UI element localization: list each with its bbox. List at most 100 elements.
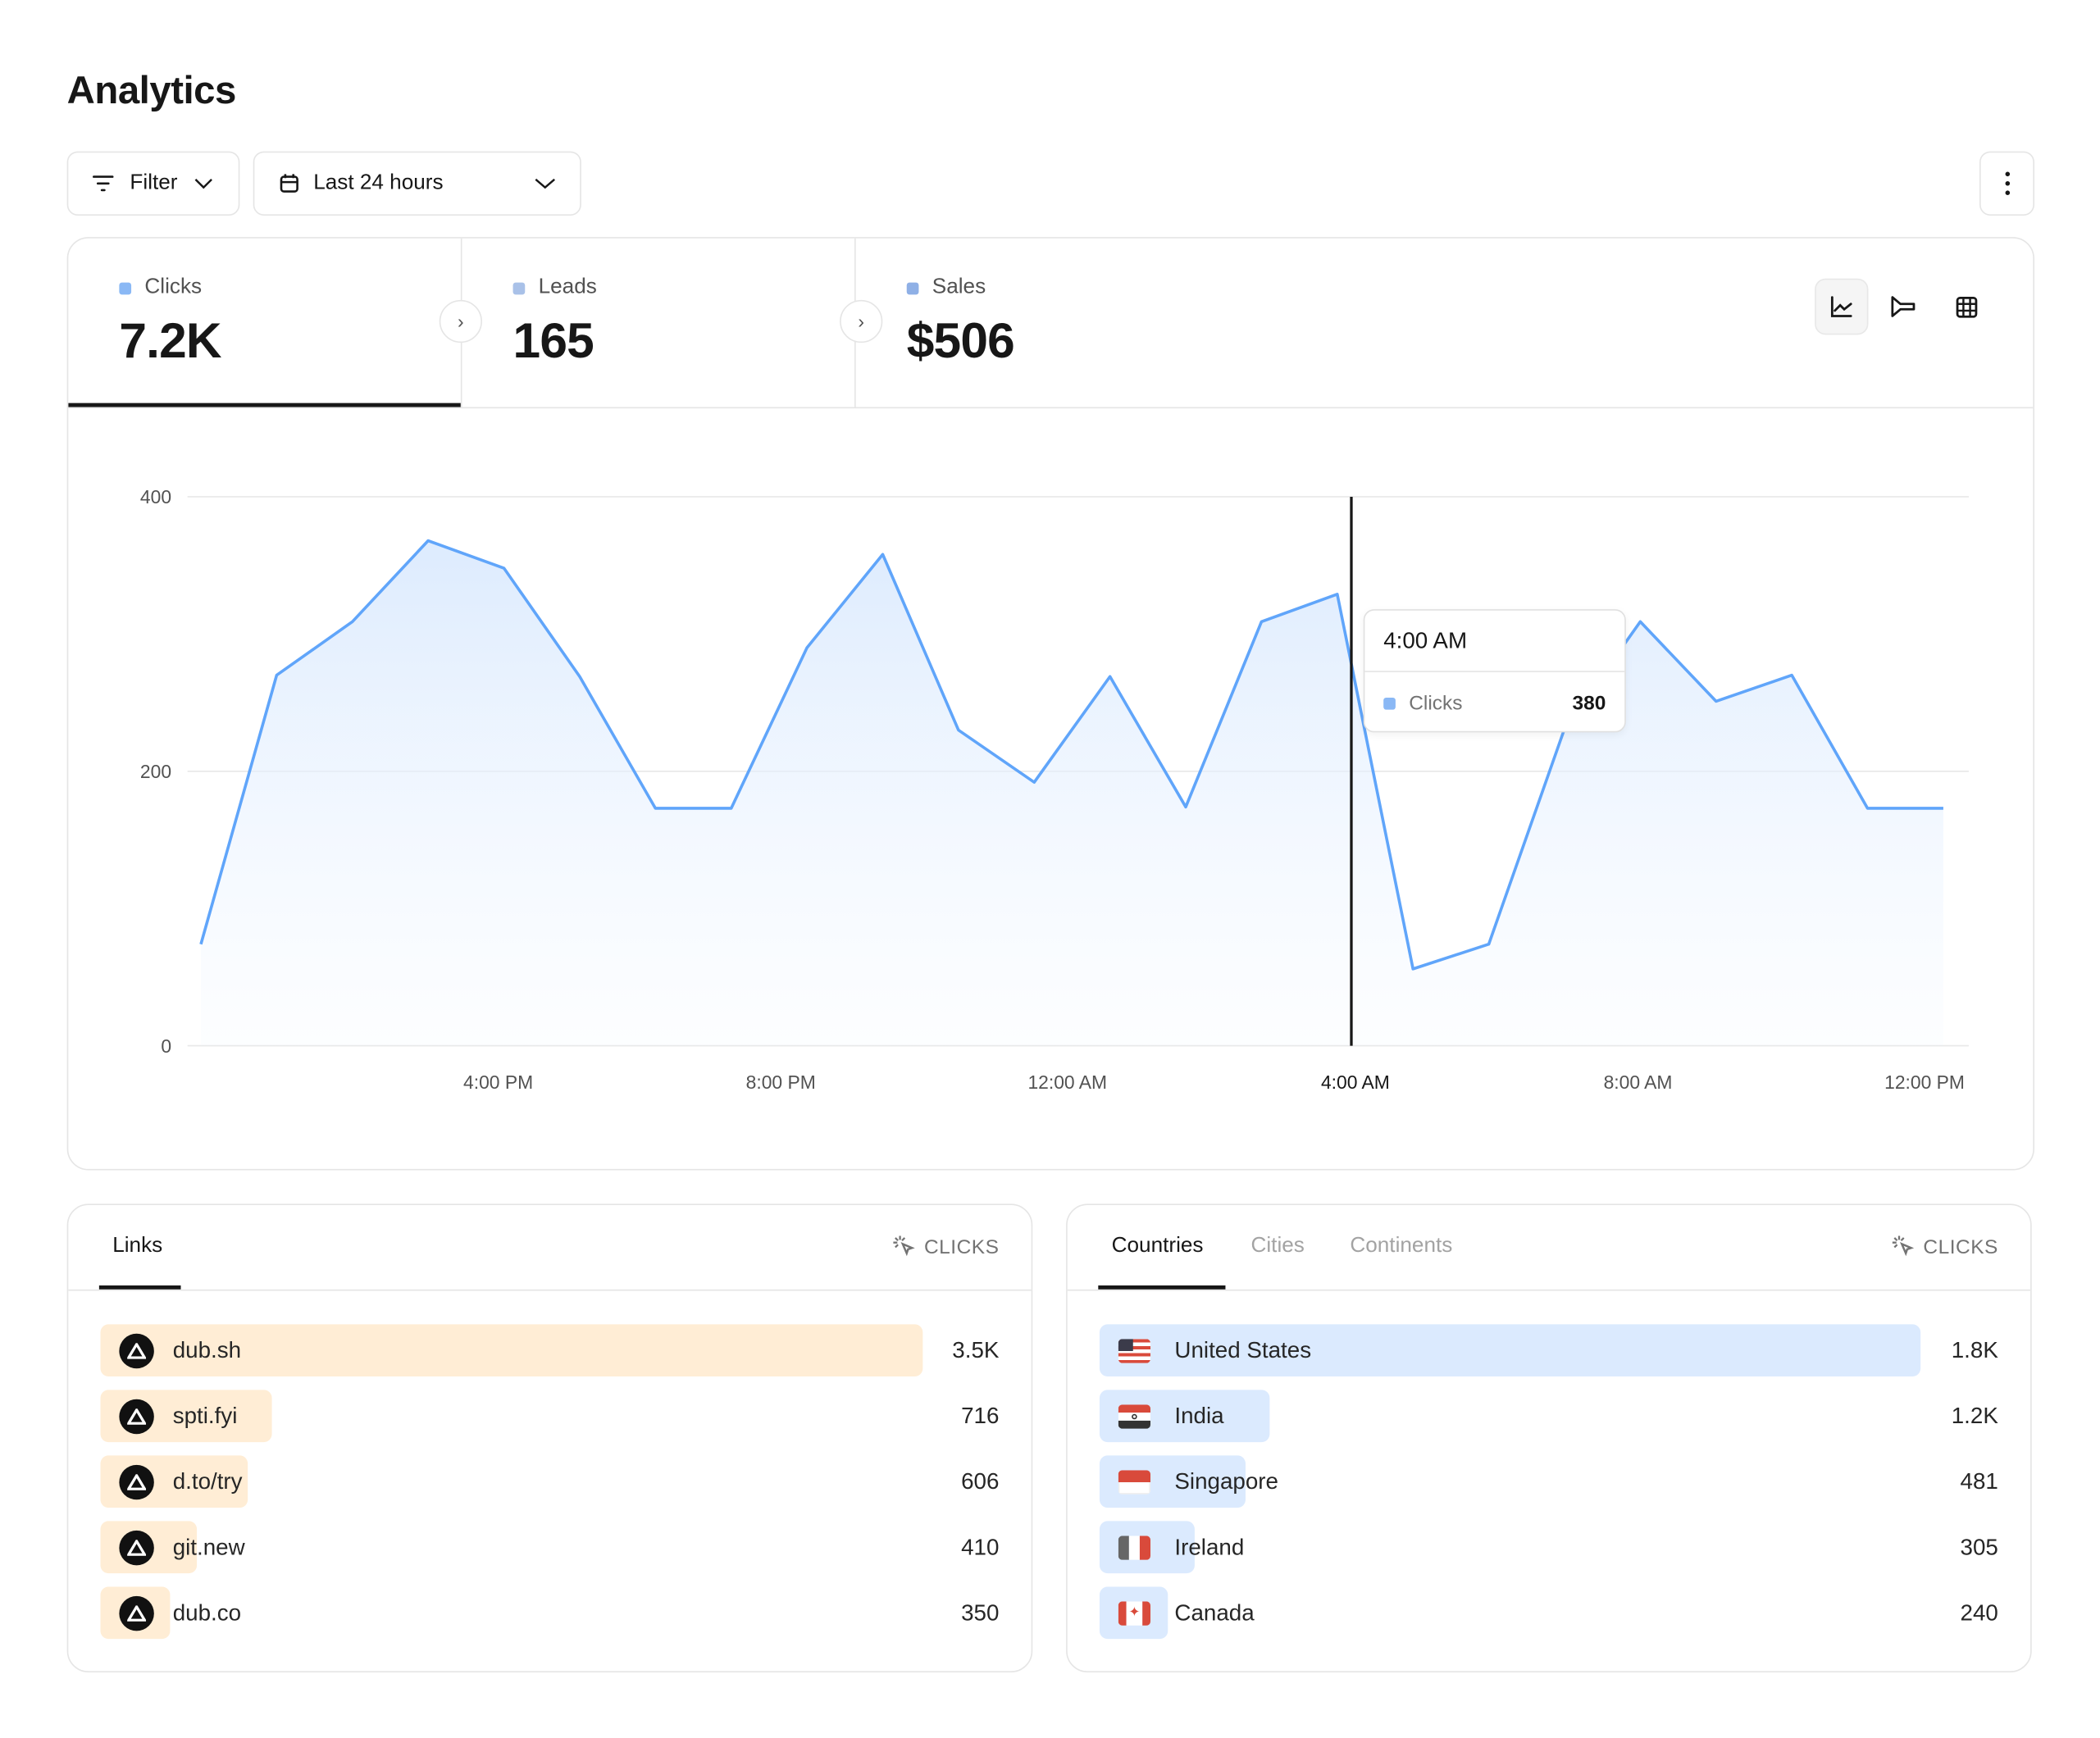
row-value: 350 bbox=[961, 1599, 1000, 1626]
metric-value: $506 bbox=[906, 313, 1015, 369]
country-row[interactable]: Singapore 481 bbox=[1099, 1455, 1998, 1508]
clicks-area-chart[interactable]: 0 200 400 4:00 PM 8:00 PM 12:00 AM 4:00 AM 8:00… bbox=[0, 442, 2100, 1125]
row-value: 606 bbox=[961, 1467, 1000, 1494]
x-tick-label: 12:00 PM bbox=[1884, 1071, 1965, 1093]
country-row[interactable]: United States 1.8K bbox=[1099, 1324, 1998, 1377]
clicks-column-header: CLICKS bbox=[892, 1235, 1000, 1258]
clicks-color-dot bbox=[1383, 697, 1396, 710]
dub-logo-icon bbox=[119, 1398, 154, 1434]
line-chart-icon bbox=[1830, 296, 1852, 317]
metric-label: Leads bbox=[538, 275, 597, 299]
us-flag-icon bbox=[1118, 1338, 1151, 1363]
row-value: 481 bbox=[1960, 1467, 1998, 1494]
ie-flag-icon bbox=[1118, 1535, 1151, 1559]
clicks-color-dot bbox=[119, 281, 132, 294]
table-icon bbox=[1955, 296, 1977, 317]
row-label: India bbox=[1174, 1402, 1224, 1428]
filter-button[interactable]: Filter bbox=[66, 151, 240, 216]
link-row[interactable]: git.new 410 bbox=[100, 1521, 1000, 1574]
row-label: spti.fyi bbox=[172, 1402, 238, 1428]
metric-value: 165 bbox=[512, 313, 594, 369]
sg-flag-icon bbox=[1118, 1469, 1151, 1494]
metric-leads[interactable]: Leads 165 bbox=[460, 238, 854, 407]
filter-label: Filter bbox=[130, 171, 178, 194]
row-value: 305 bbox=[1960, 1533, 1998, 1559]
row-value: 410 bbox=[961, 1533, 1000, 1559]
tab-cities[interactable]: Cities bbox=[1250, 1234, 1305, 1258]
x-tick-label: 8:00 AM bbox=[1604, 1071, 1673, 1093]
metric-label: Clicks bbox=[144, 275, 203, 299]
clicks-column-header: CLICKS bbox=[1891, 1235, 1998, 1258]
cursor-click-icon bbox=[893, 1235, 915, 1257]
x-tick-label: 4:00 PM bbox=[463, 1071, 533, 1093]
row-value: 3.5K bbox=[952, 1336, 1000, 1363]
row-value: 1.8K bbox=[1951, 1336, 1998, 1363]
geo-panel: Countries Cities Continents CLICKS Unite… bbox=[1066, 1203, 2032, 1672]
sales-color-dot bbox=[906, 281, 919, 294]
cursor-click-icon bbox=[1892, 1235, 1915, 1257]
y-tick-label: 400 bbox=[140, 486, 171, 507]
chevron-down-icon bbox=[194, 178, 212, 189]
tooltip-series: Clicks bbox=[1409, 692, 1463, 716]
metric-value: 7.2K bbox=[119, 313, 221, 369]
date-range-select[interactable]: Last 24 hours bbox=[253, 151, 581, 216]
clicks-area-fill bbox=[200, 540, 1943, 1046]
chevron-down-icon bbox=[535, 178, 555, 189]
funnel-view-button[interactable] bbox=[1876, 279, 1929, 335]
ca-flag-icon: ✦ bbox=[1118, 1600, 1151, 1626]
tab-links[interactable]: Links bbox=[112, 1234, 163, 1258]
funnel-icon bbox=[1891, 296, 1916, 317]
row-value: 716 bbox=[961, 1402, 1000, 1428]
x-tick-label: 8:00 PM bbox=[746, 1071, 816, 1093]
calendar-icon bbox=[280, 174, 298, 193]
link-row[interactable]: dub.sh 3.5K bbox=[100, 1324, 1000, 1377]
line-chart-view-button[interactable] bbox=[1815, 278, 1869, 335]
y-tick-label: 200 bbox=[140, 761, 171, 782]
bar-fill bbox=[1099, 1324, 1921, 1377]
link-row[interactable]: dub.co 350 bbox=[100, 1586, 1000, 1640]
row-label: dub.sh bbox=[172, 1336, 242, 1363]
page-title: Analytics bbox=[66, 69, 237, 113]
more-vertical-icon bbox=[2004, 171, 2010, 195]
link-row[interactable]: spti.fyi 716 bbox=[100, 1390, 1000, 1443]
row-label: d.to/try bbox=[172, 1467, 243, 1494]
date-range-label: Last 24 hours bbox=[313, 171, 444, 194]
row-value: 1.2K bbox=[1951, 1402, 1998, 1428]
metric-label: Sales bbox=[932, 275, 986, 299]
table-view-button[interactable] bbox=[1939, 279, 1993, 335]
chart-tooltip: 4:00 AM Clicks 380 bbox=[1363, 609, 1626, 733]
in-flag-icon bbox=[1118, 1404, 1151, 1428]
dub-logo-icon bbox=[119, 1530, 154, 1565]
country-row[interactable]: India 1.2K bbox=[1099, 1390, 1998, 1443]
filter-icon bbox=[93, 175, 114, 192]
row-label: United States bbox=[1174, 1336, 1312, 1363]
x-tick-label: 4:00 AM bbox=[1321, 1071, 1390, 1093]
chevron-right-icon[interactable]: › bbox=[840, 299, 883, 344]
chevron-right-icon[interactable]: › bbox=[439, 299, 482, 344]
row-label: Canada bbox=[1174, 1599, 1255, 1626]
links-panel: Links CLICKS dub.sh 3.5K spti.fyi 716 d.… bbox=[66, 1203, 1033, 1672]
row-label: git.new bbox=[172, 1533, 245, 1559]
row-label: Ireland bbox=[1174, 1533, 1245, 1559]
tab-continents[interactable]: Continents bbox=[1350, 1234, 1453, 1258]
country-row[interactable]: Ireland 305 bbox=[1099, 1521, 1998, 1574]
metric-clicks[interactable]: Clicks 7.2K bbox=[68, 239, 461, 407]
row-label: Singapore bbox=[1174, 1467, 1279, 1494]
link-row[interactable]: d.to/try 606 bbox=[100, 1455, 999, 1508]
dub-logo-icon bbox=[119, 1464, 154, 1499]
clicks-series-line bbox=[199, 539, 1943, 971]
tab-countries[interactable]: Countries bbox=[1111, 1234, 1204, 1258]
tooltip-title: 4:00 AM bbox=[1383, 628, 1468, 654]
y-tick-label: 0 bbox=[161, 1035, 171, 1057]
more-options-button[interactable] bbox=[1979, 151, 2034, 216]
x-tick-label: 12:00 AM bbox=[1027, 1071, 1107, 1093]
row-label: dub.co bbox=[172, 1599, 242, 1626]
row-value: 240 bbox=[1960, 1599, 1998, 1626]
dub-logo-icon bbox=[119, 1595, 154, 1631]
tooltip-value: 380 bbox=[1572, 692, 1606, 716]
metric-sales[interactable]: Sales $506 bbox=[854, 238, 1390, 407]
dub-logo-icon bbox=[119, 1332, 154, 1368]
leads-color-dot bbox=[512, 281, 526, 294]
bar-fill bbox=[100, 1324, 923, 1377]
country-row[interactable]: ✦ Canada 240 bbox=[1099, 1586, 1998, 1640]
